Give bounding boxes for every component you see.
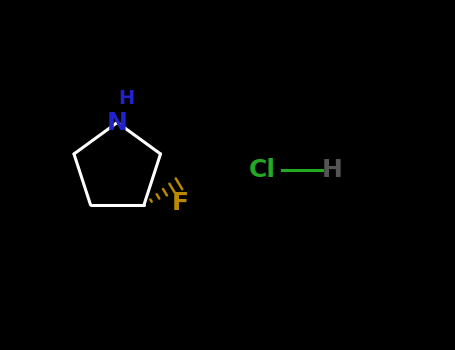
Text: N: N xyxy=(107,111,128,134)
Text: Cl: Cl xyxy=(249,158,276,182)
Text: H: H xyxy=(118,89,134,107)
Text: F: F xyxy=(172,191,189,215)
Text: H: H xyxy=(322,158,343,182)
